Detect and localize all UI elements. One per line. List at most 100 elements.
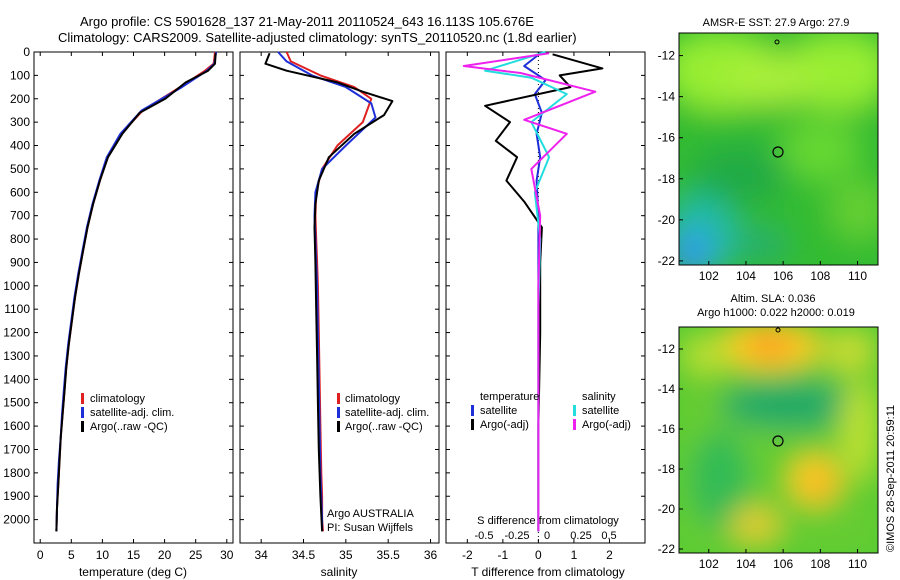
x-tick-label: 34.5 [292,548,316,562]
map-y-tick-label: -14 [658,90,676,104]
y-tick-label: 1400 [3,372,30,386]
map-x-tick-label: 110 [848,557,867,571]
map-y-tick-label: -22 [658,254,676,268]
legend-label-satellite: satellite-adj. clim. [90,407,174,419]
argo-position-marker [772,435,784,447]
map-x-tick-label: 106 [773,269,793,283]
argo-track-marker [775,327,781,333]
legend-header-salinity: salinity [582,391,616,403]
y-tick-label: 800 [10,232,30,246]
argo-track-marker [774,39,780,45]
map-y-tick-label: -12 [658,342,676,356]
salinity-annotation-pi: PI: Susan Wijffels [327,522,413,534]
sla-map-frame [678,326,879,554]
legend-swatch-satellite [81,407,84,418]
y-tick-label: 1700 [3,442,30,456]
difference-xlabel: T difference from climatology [471,565,625,579]
map-x-tick-label: 102 [699,269,719,283]
map-x-tick-label: 110 [848,269,867,283]
argo-position-marker [772,146,784,158]
y-tick-label: 100 [10,68,30,82]
salinity-xlabel: salinity [321,565,358,579]
x-tick-label: 20 [158,548,172,562]
y-tick-label: 700 [10,209,30,223]
y-tick-label: 400 [10,139,30,153]
map-y-tick-label: -22 [658,542,676,556]
sst-map-frame [678,32,879,266]
salinity-axes-frame [239,51,440,544]
map-x-tick-label: 104 [736,557,756,571]
map-y-tick-label: -16 [658,422,676,436]
map-y-tick-label: -20 [658,213,676,227]
temperature-xlabel: temperature (deg C) [79,565,187,579]
difference-top-xlabel: S difference from climatology [477,515,619,527]
top-ticklabel: -0.5 [475,530,494,542]
legend-header-temperature: temperature [480,391,539,403]
series-line-1 [484,53,604,532]
top-ticklabel: 0.5 [601,530,616,542]
x-tick-label: 0 [37,548,44,562]
y-tick-label: 1600 [3,419,30,433]
figure-title-line1: Argo profile: CS 5901628_137 21-May-2011… [80,14,534,29]
top-ticklabel: 0 [544,530,550,542]
legend-label-argo: Argo(..raw -QC) [90,421,168,433]
map-y-tick-label: -20 [658,502,676,516]
y-tick-label: 1100 [4,302,30,316]
map-x-tick-label: 102 [699,557,719,571]
x-tick-label: 35 [339,548,353,562]
map-y-tick-label: -18 [658,462,676,476]
legend-swatch-satellite [337,407,340,418]
x-tick-label: 34 [254,548,268,562]
legend-swatch-argo [337,421,340,432]
legend-label-climatology: climatology [345,393,401,405]
y-tick-label: 1300 [3,349,30,363]
x-tick-label: -2 [462,548,473,562]
y-tick-label: 500 [10,162,30,176]
figure-title-line2: Climatology: CARS2009. Satellite-adjuste… [58,30,577,45]
legend-label-argo: Argo(..raw -QC) [345,421,423,433]
series-line-2 [55,53,217,532]
difference-axes-frame [445,51,646,544]
x-tick-label: -1 [498,548,509,562]
map-y-tick-label: -18 [658,172,676,186]
legend-swatch-argo [81,421,84,432]
map-y-tick-label: -12 [658,49,676,63]
series-line-3 [462,52,597,532]
y-tick-label: 600 [10,185,30,199]
legend-label-t-argo: Argo(-adj) [480,419,529,431]
x-tick-label: 10 [96,548,110,562]
sst-map-title: AMSR-E SST: 27.9 Argo: 27.9 [703,17,850,29]
difference-panel: -2 -1 0 1 2 T difference from climatology S … [445,51,646,579]
map-y-tick-label: -16 [658,131,676,145]
temperature-axes-frame [33,51,234,544]
x-tick-label: 25 [189,548,203,562]
map-x-tick-label: 106 [773,557,793,571]
x-tick-label: 0 [535,548,542,562]
top-ticklabel: 0.25 [570,530,591,542]
y-tick-label: 1200 [3,326,30,340]
legend-swatch-s-satellite [573,405,576,416]
x-tick-label: 2 [606,548,613,562]
map-x-tick-label: 108 [810,269,830,283]
sla-map-panel: Altim. SLA: 0.036 Argo h1000: 0.022 h200… [658,293,879,571]
legend-swatch-climatology [81,393,84,404]
difference-legend: temperature salinity satellite Argo(-adj… [471,391,631,431]
salinity-panel: 34 34.5 35 35.5 36 salinity climatology sate… [239,51,440,579]
sst-heatmap [679,33,878,265]
legend-swatch-t-argo [471,419,474,430]
legend-label-satellite: satellite-adj. clim. [345,407,429,419]
map-x-tick-label: 108 [810,557,830,571]
y-tick-label: 200 [10,92,30,106]
salinity-annotation-program: Argo AUSTRALIA [327,508,414,520]
top-ticklabel: -0.25 [504,530,529,542]
map-x-tick-label: 104 [736,269,756,283]
legend-swatch-t-satellite [471,405,474,416]
sla-map-subtitle: Argo h1000: 0.022 h2000: 0.019 [697,307,855,319]
x-tick-label: 5 [68,548,75,562]
series-line-2 [264,52,394,532]
legend-swatch-climatology [337,393,340,404]
legend-label-t-satellite: satellite [480,405,517,417]
legend-swatch-s-argo [573,419,576,430]
sla-heatmap [679,327,878,553]
